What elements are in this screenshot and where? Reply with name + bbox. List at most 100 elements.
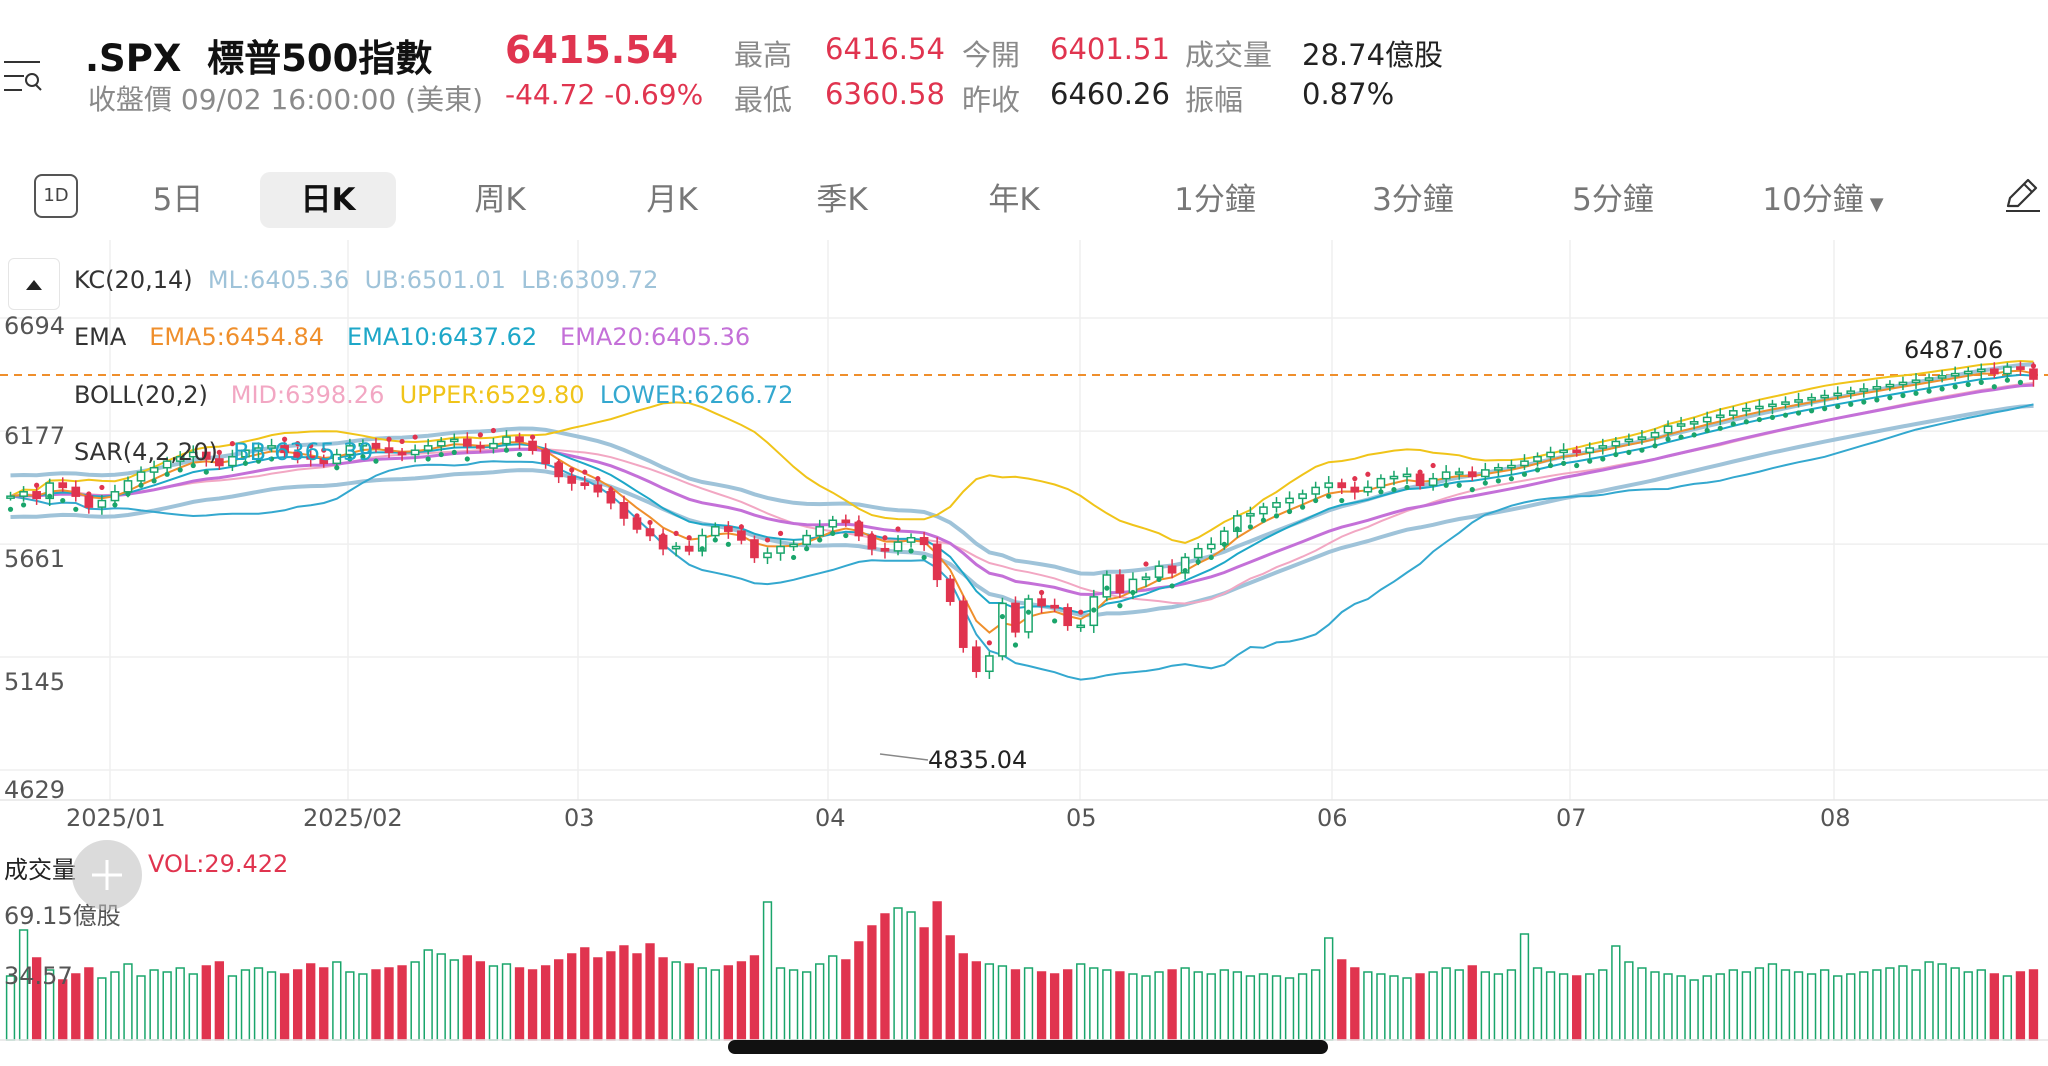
candle-body: [1063, 607, 1073, 627]
volume-bar: [1115, 971, 1125, 1041]
tab-monthly-k[interactable]: 月K: [646, 182, 698, 218]
volume-bar: [1089, 967, 1099, 1041]
candle-body: [410, 449, 420, 456]
sar-dot: [1887, 395, 1893, 401]
candle-body: [319, 458, 329, 465]
sar-dot: [451, 449, 457, 455]
candle-body: [789, 543, 798, 548]
sar-dot: [1208, 554, 1214, 561]
sar-dot: [1652, 443, 1658, 449]
candle-body: [71, 486, 81, 497]
sar-dot: [1561, 460, 1567, 466]
candle-body: [1911, 379, 1921, 384]
y-tick-5145: 5145: [4, 668, 66, 696]
volume-bar: [1663, 973, 1673, 1041]
x-tick-2025-01: 2025/01: [66, 804, 166, 832]
volume-bar: [671, 961, 681, 1041]
volume-bar: [397, 965, 407, 1041]
menu-search-icon[interactable]: [2, 58, 42, 98]
sar-dot: [425, 456, 431, 462]
candle-body: [1715, 414, 1725, 419]
sar-dot: [1260, 517, 1267, 523]
pencil-draw-icon[interactable]: [2002, 174, 2042, 214]
volume-bar: [1637, 967, 1647, 1041]
stat-volume-value: 28.74億股: [1302, 38, 1444, 72]
candle-body: [802, 534, 811, 546]
volume-bar: [2028, 969, 2039, 1041]
volume-bar: [1937, 963, 1947, 1041]
home-indicator: [728, 1040, 1328, 1054]
candle-body: [162, 460, 172, 469]
sar-dot: [1117, 603, 1123, 609]
sar-dot: [1952, 384, 1958, 390]
candle-body: [449, 438, 459, 443]
sar-dot: [1900, 392, 1906, 399]
candle-body: [593, 484, 603, 493]
sar-dot: [177, 467, 183, 473]
sar-legend[interactable]: SAR(4,2,20) BB:6365.39: [74, 438, 374, 466]
tab-5min[interactable]: 5分鐘: [1572, 182, 1654, 218]
volume-bar: [1715, 973, 1725, 1041]
tab-quarterly-k[interactable]: 季K: [816, 182, 868, 218]
stat-amplitude-label: 振幅: [1185, 83, 1244, 117]
y-tick-6177: 6177: [4, 422, 66, 450]
sar-dot: [1234, 526, 1240, 532]
price-change: -44.72 -0.69%: [505, 78, 704, 111]
sar-dot: [1143, 561, 1149, 567]
tab-1d[interactable]: 1D: [34, 174, 78, 218]
kc-upper-line: [10, 362, 2034, 576]
candle-body: [1963, 370, 1973, 375]
candle-body: [932, 543, 942, 581]
sar-dot: [1600, 456, 1606, 462]
tab-5day[interactable]: 5日: [152, 182, 204, 218]
sar-dot: [255, 458, 262, 464]
tab-1min[interactable]: 1分鐘: [1174, 182, 1256, 218]
add-indicator-button[interactable]: [72, 840, 142, 910]
tab-3min[interactable]: 3分鐘: [1372, 182, 1454, 218]
volume-bar: [1989, 973, 1999, 1041]
collapse-indicators-button[interactable]: [8, 258, 60, 310]
volume-bar: [1036, 971, 1047, 1041]
sar-dot: [1339, 497, 1345, 504]
volume-bar: [658, 957, 668, 1041]
tab-daily-k[interactable]: 日K: [260, 172, 396, 228]
sar-dot: [1991, 384, 1997, 390]
boll-mid-line: [10, 382, 2034, 605]
ema-legend[interactable]: EMA EMA5:6454.84 EMA10:6437.62 EMA20:640…: [74, 323, 751, 351]
candle-body: [280, 445, 289, 454]
kc-legend[interactable]: KC(20,14) ML:6405.36 UB:6501.01 LB:6309.…: [74, 266, 659, 294]
candle-body: [371, 442, 381, 449]
volume-bar: [1598, 969, 1608, 1041]
sar-dot: [1613, 451, 1619, 458]
volume-bar: [306, 963, 316, 1041]
volume-bar: [1271, 975, 1282, 1041]
sar-dot: [1574, 462, 1580, 469]
candle-body: [1037, 598, 1046, 607]
candle-body: [1663, 425, 1673, 434]
sar-dot: [112, 502, 118, 508]
chart-canvas[interactable]: [0, 240, 2048, 1066]
volume-bar: [436, 953, 446, 1041]
volume-bar: [1611, 945, 1621, 1041]
tab-weekly-k[interactable]: 周K: [474, 182, 526, 218]
candle-body: [1794, 399, 1803, 403]
sar-dot: [1065, 609, 1071, 615]
tab-10min[interactable]: 10分鐘 ▼: [1762, 182, 1884, 218]
sar-dot: [1078, 609, 1084, 615]
volume-bar: [1650, 971, 1660, 1041]
volume-bar: [1885, 967, 1895, 1041]
candle-body: [228, 456, 237, 467]
tab-yearly-k[interactable]: 年K: [988, 182, 1040, 218]
volume-bar: [1846, 973, 1856, 1041]
volume-bar: [358, 973, 368, 1041]
candle-body: [2029, 368, 2038, 380]
boll-legend[interactable]: BOLL(20,2) MID:6398.26 UPPER:6529.80 LOW…: [74, 381, 794, 409]
volume-bar: [1780, 969, 1791, 1041]
volume-bar: [580, 947, 590, 1041]
sar-dot: [1521, 471, 1528, 477]
sar-dot: [1273, 513, 1280, 519]
candle-body: [528, 440, 537, 451]
volume-bar: [1141, 975, 1151, 1041]
volume-bar: [932, 901, 942, 1041]
volume-bar: [266, 971, 277, 1041]
